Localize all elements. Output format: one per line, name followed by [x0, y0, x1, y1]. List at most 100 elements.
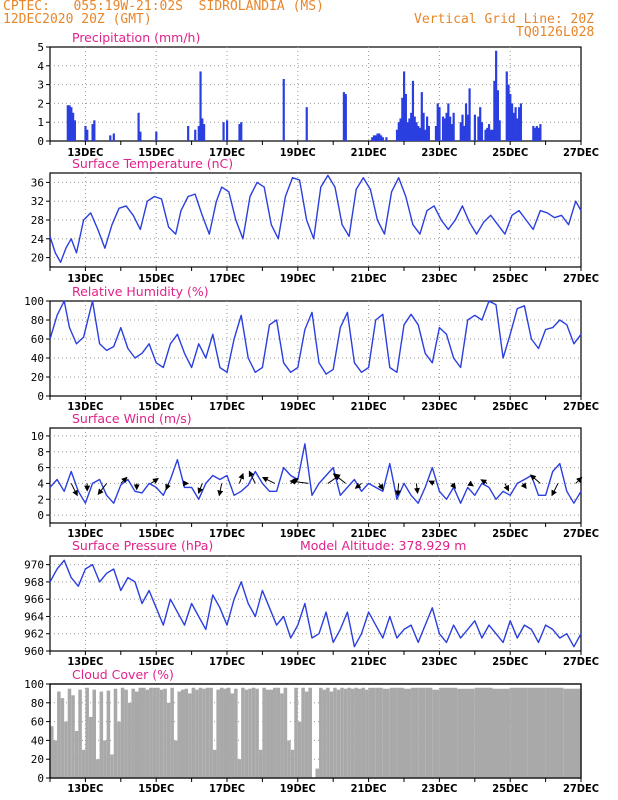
precip-bar	[434, 125, 438, 141]
precip-bar	[509, 94, 512, 141]
wind-vector-arrow	[467, 480, 474, 487]
precip-bar	[415, 122, 418, 141]
rh-ytick-label: 80	[31, 314, 44, 327]
precip-bar	[452, 112, 455, 141]
precip-bar	[441, 116, 445, 141]
cloud-bar	[170, 687, 174, 778]
precip-title: Precipitation (mm/h)	[72, 30, 200, 45]
cloud-bar	[375, 687, 383, 778]
precip-bar	[197, 125, 200, 141]
cloud-xtick-label: 13DEC	[67, 782, 103, 795]
precip-bar	[413, 116, 416, 141]
cloud-bar	[326, 687, 330, 778]
cloud-bar	[216, 689, 220, 778]
cloud-bar	[492, 688, 511, 778]
temp-xtick-label: 13DEC	[67, 272, 103, 285]
cloud-bar	[106, 690, 111, 778]
precip-bar	[496, 90, 500, 141]
wind-ytick-label: 10	[31, 430, 44, 443]
precip-bar	[410, 112, 413, 141]
wind-ytick-label: 6	[37, 462, 44, 475]
precip-xtick-label: 15DEC	[138, 146, 174, 159]
precip-bar	[155, 131, 158, 141]
precip-bar	[491, 129, 494, 141]
precip-bar	[484, 129, 487, 141]
temp-xtick-label: 15DEC	[138, 272, 174, 285]
cloud-bar	[145, 689, 150, 778]
wind-vector-arrow	[327, 474, 341, 484]
precip-bar	[510, 103, 514, 141]
cloud-ytick-label: 60	[31, 716, 44, 729]
cloud-xtick-label: 15DEC	[138, 782, 174, 795]
cloud-bar	[258, 749, 263, 778]
cloud-bar	[124, 689, 128, 778]
temp-ytick-label: 20	[31, 252, 44, 265]
rh-xtick-label: 25DEC	[492, 400, 528, 413]
cloud-bar	[457, 688, 475, 778]
cloud-bar	[315, 768, 320, 778]
cloud-panel: 0 20 40 60 80 100 13DEC 15DEC 17DEC 19DEC 21DEC 23D…	[24, 667, 599, 795]
press-ytick-label: 970	[24, 559, 44, 572]
press-series-line	[49, 559, 582, 648]
precip-bar	[466, 114, 469, 141]
wind-ytick-label: 0	[37, 509, 44, 522]
precip-bar	[201, 118, 204, 141]
temp-xtick-label: 19DEC	[280, 272, 316, 285]
cloud-bar	[173, 740, 178, 778]
precip-bar	[282, 78, 285, 141]
precip-bar	[447, 103, 450, 141]
cloud-bar	[304, 691, 309, 778]
rh-ytick-label: 0	[37, 390, 44, 403]
cloud-bar	[81, 749, 86, 778]
precip-bar	[519, 103, 523, 141]
precip-bar	[374, 135, 377, 141]
precip-frame	[49, 46, 582, 142]
precip-ytick-label: 5	[37, 41, 44, 54]
precip-bar	[479, 107, 482, 141]
wind-vector-arrow	[261, 476, 276, 484]
precip-bar	[461, 114, 464, 141]
cloud-title: Cloud Cover (%)	[72, 667, 174, 682]
cloud-bar	[340, 687, 344, 778]
cloud-bar	[368, 687, 376, 778]
precip-bar	[477, 116, 480, 141]
wind-vector-arrow	[529, 474, 541, 484]
cloud-bar	[396, 687, 404, 778]
wind-vector-arrow	[551, 483, 559, 497]
cloud-bar	[156, 687, 160, 778]
precip-bar	[399, 118, 402, 141]
cloud-bar	[103, 740, 107, 778]
wind-vector-arrow	[165, 483, 171, 491]
cloud-bar	[418, 687, 426, 778]
header-date: 12DEC2020 20Z (GMT)	[3, 12, 152, 27]
temp-xtick-label: 27DEC	[563, 272, 599, 285]
cloud-bar	[152, 687, 157, 778]
temp-xtick-label: 21DEC	[351, 272, 387, 285]
cloud-bar	[365, 689, 369, 778]
cloud-bar	[57, 691, 61, 778]
wind-vector-arrow	[97, 483, 108, 496]
precip-bar	[344, 95, 347, 141]
wind-vector-arrow	[354, 482, 362, 489]
cloud-bar	[67, 688, 72, 778]
precip-bar	[187, 125, 190, 141]
cloud-frame-top	[49, 683, 582, 779]
press-panel: 960 962 964 966 968 970 13DEC 15DEC 17DEC 19DEC 21…	[24, 538, 599, 668]
wind-vector-arrow	[520, 482, 527, 490]
cloud-bar	[276, 687, 281, 778]
cloud-bar	[510, 687, 528, 778]
precip-bar	[532, 125, 535, 141]
wind-xtick-label: 13DEC	[67, 527, 103, 540]
cloud-bar	[198, 687, 203, 778]
precip-bar	[468, 88, 471, 141]
cloud-bar	[205, 687, 210, 778]
cloud-bar	[527, 687, 546, 778]
cloud-bar	[92, 689, 97, 778]
wind-xtick-label: 27DEC	[563, 527, 599, 540]
precip-ytick-label: 0	[37, 135, 44, 148]
precip-panel: 0 1 2 3 4 5 13DEC 15DEC 17DEC 19DEC 21DEC 23DEC 25DE…	[37, 30, 599, 159]
precip-bar	[109, 135, 112, 141]
cloud-bar	[219, 687, 224, 778]
wind-vector-arrow	[428, 480, 436, 486]
precip-bar	[505, 71, 508, 141]
